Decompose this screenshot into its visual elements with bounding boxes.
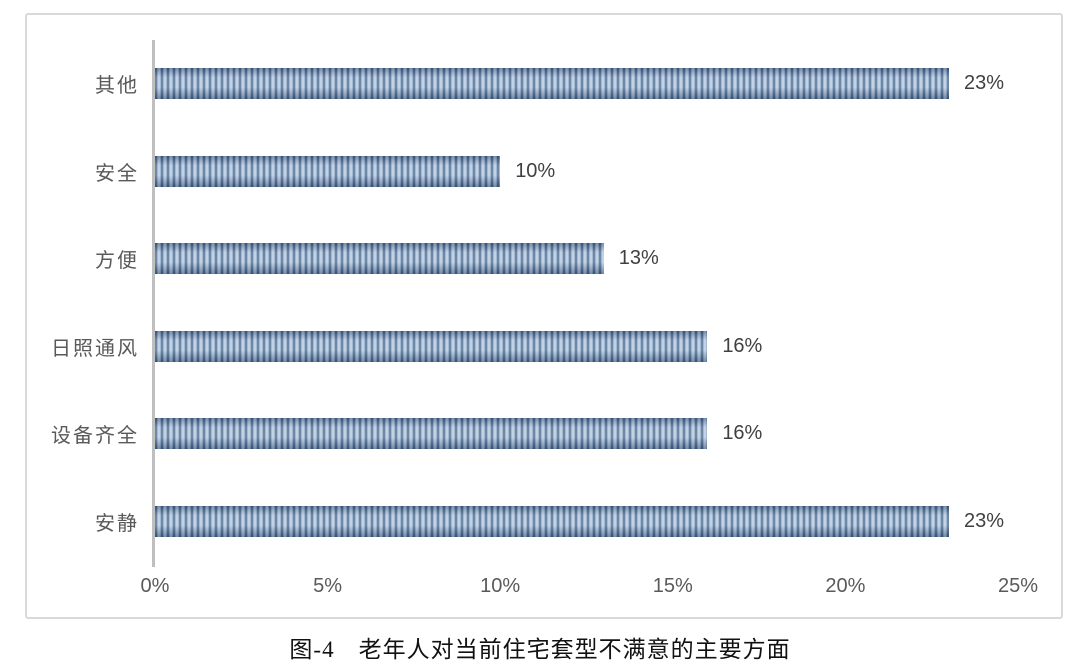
category-label: 日照通风 [51,337,139,360]
value-label: 10% [515,159,556,182]
bar [155,330,708,362]
value-label: 23% [963,72,1004,95]
bar [155,418,708,450]
value-label: 16% [722,334,763,357]
bar-wrap: 16% [155,330,1018,362]
x-axis-tick-label: 0% [140,575,170,597]
value-label: 23% [963,509,1004,532]
chart-frame: 其他 23% 安全 10% 方便 13% 日照通风 16% 设备齐全 16% [25,13,1063,619]
bar-row: 日照通风 16% [51,303,1018,391]
category-label: 安静 [95,512,139,535]
bar-row: 方便 13% [95,215,1018,303]
x-axis: 0% 5% 10% 15% 20% 25% [141,575,1038,603]
bar [155,505,949,537]
bar-wrap: 13% [155,243,1018,275]
x-axis-tick-label: 10% [480,575,521,597]
bar [155,155,501,187]
bar-row: 安全 10% [95,128,1018,216]
bar-wrap: 10% [155,155,1018,187]
category-label: 设备齐全 [51,425,139,448]
bar-row: 其他 23% [95,40,1018,128]
bar-wrap: 23% [155,68,1018,100]
category-label: 安全 [95,162,139,185]
x-axis-tick-label: 20% [825,575,866,597]
bar-row: 安静 23% [95,478,1018,566]
bar [155,243,604,275]
value-label: 16% [722,422,763,445]
bar [155,68,949,100]
category-label: 其他 [95,75,139,98]
bar-row: 设备齐全 16% [51,390,1018,478]
bar-wrap: 16% [155,418,1018,450]
x-axis-tick-label: 5% [313,575,343,597]
x-axis-tick-label: 15% [652,575,693,597]
chart-caption: 图-4 老年人对当前住宅套型不满意的主要方面 [289,637,791,662]
value-label: 13% [618,247,659,270]
bar-wrap: 23% [155,505,1018,537]
y-axis-line [152,40,155,567]
category-label: 方便 [95,250,139,273]
x-axis-tick-label: 25% [997,575,1039,597]
plot-area: 其他 23% 安全 10% 方便 13% 日照通风 16% 设备齐全 16% [51,40,1018,566]
